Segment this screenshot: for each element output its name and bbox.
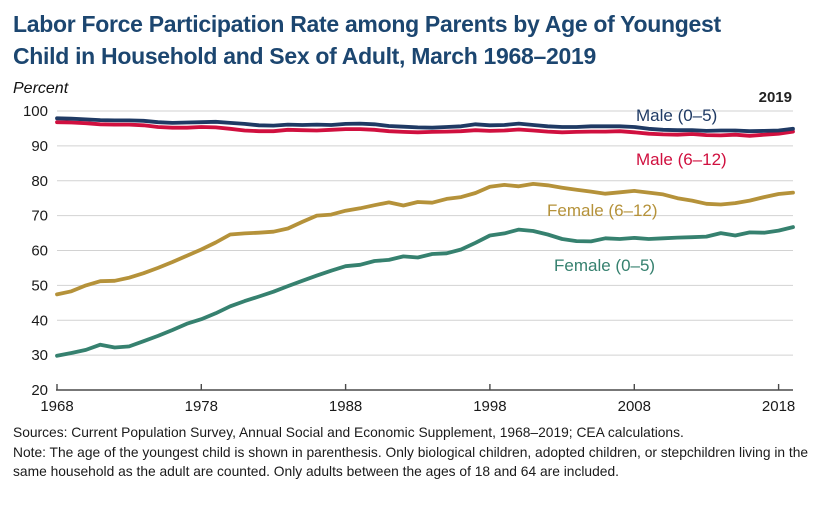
series-label-female-6-12: Female (6–12) — [547, 201, 658, 220]
y-axis-unit-label: Percent — [13, 80, 69, 97]
y-tick-label-30: 30 — [31, 347, 48, 364]
y-tick-label-20: 20 — [31, 382, 48, 399]
y-tick-label-60: 60 — [31, 243, 48, 260]
series-line-male-6-12 — [55, 120, 795, 138]
series-label-male-0-5: Male (0–5) — [636, 106, 718, 125]
sources-note: Sources: Current Population Survey, Annu… — [13, 425, 684, 440]
x-tick-label-1968: 1968 — [40, 398, 73, 415]
methodology-note: Note: The age of the youngest child is s… — [13, 444, 809, 480]
series-line-female-0-5 — [55, 225, 795, 358]
page-title: Labor Force Participation Rate among Par… — [13, 8, 808, 72]
x-tick-label-1988: 1988 — [329, 398, 362, 415]
series-label-female-0-5: Female (0–5) — [554, 256, 656, 275]
page-title-line1: Labor Force Participation Rate among Par… — [13, 11, 721, 37]
series-line-male-0-5 — [55, 116, 795, 134]
footer: Sources: Current Population Survey, Annu… — [13, 423, 813, 482]
x-tick-label-1978: 1978 — [185, 398, 218, 415]
y-tick-label-100: 100 — [23, 103, 48, 120]
page-title-line2: Child in Household and Sex of Adult, Mar… — [13, 43, 596, 69]
series-line-female-6-12 — [55, 181, 795, 297]
y-tick-label-80: 80 — [31, 173, 48, 190]
end-year-label: 2019 — [758, 89, 792, 106]
y-tick-label-50: 50 — [31, 277, 48, 294]
y-tick-label-40: 40 — [31, 312, 48, 329]
x-tick-label-1998: 1998 — [473, 398, 506, 415]
x-tick-label-2008: 2008 — [618, 398, 651, 415]
x-tick-label-2018: 2018 — [762, 398, 795, 415]
series-label-male-6-12: Male (6–12) — [636, 150, 727, 169]
y-tick-label-90: 90 — [31, 138, 48, 155]
y-tick-label-70: 70 — [31, 208, 48, 225]
